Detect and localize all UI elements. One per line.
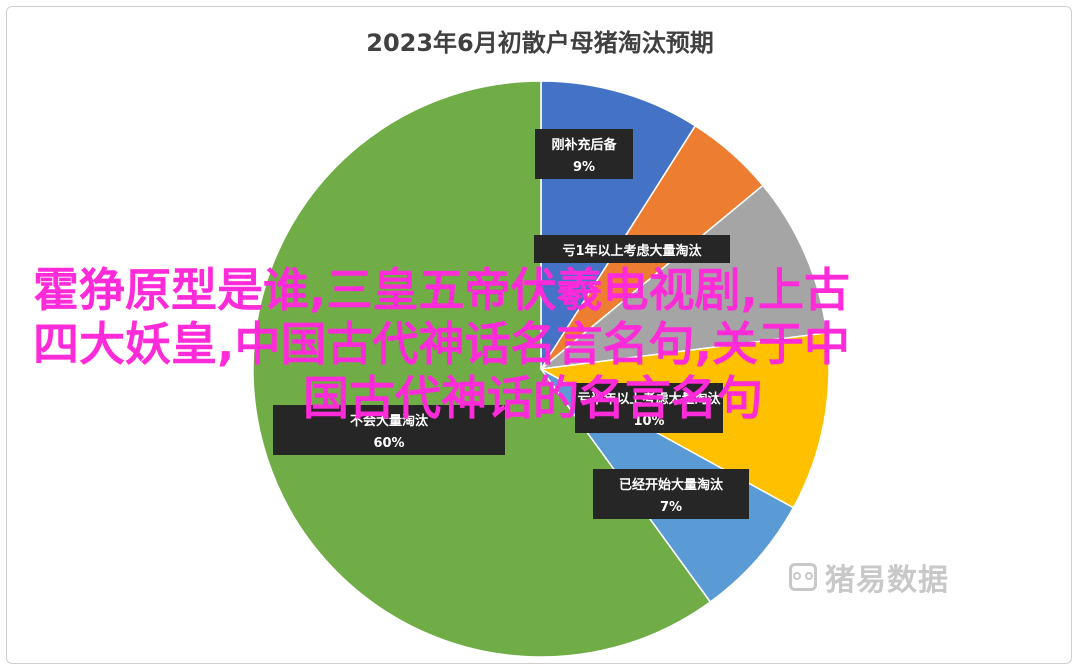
chart-frame: 2023年6月初散户母猪淘汰预期 刚补充后备 9% 亏1年以上考虑大量淘汰亏半年以上…	[6, 6, 1072, 664]
pie-label-5: 不会大量淘汰 60%	[273, 405, 505, 455]
pie-label-name-4: 已经开始大量淘汰	[619, 477, 724, 493]
pie-label-2: 亏1年以上考虑大量淘汰	[534, 235, 730, 263]
pie-label-4: 已经开始大量淘汰 7%	[593, 469, 749, 519]
overlay-line-3: 国古代神话的名言名句	[303, 371, 763, 425]
watermark-logo-icon	[789, 563, 817, 591]
pie-label-3: 亏半年以上考虑大量淘汰 10%	[575, 383, 723, 433]
pie-label-value-0: 9%	[573, 160, 595, 175]
pie-label-name-0: 刚补充后备	[551, 137, 617, 153]
pie-label-name-5: 不会大量淘汰	[350, 413, 429, 429]
pie-label-name-3: 亏半年以上考虑大量淘汰	[577, 391, 721, 407]
pie-label-value-5: 60%	[373, 436, 404, 451]
overlay-text: 霍狰原型是谁,三皇五帝伏羲电视剧,上古 四大妖皇,中国古代神话名言名句,关于中 …	[33, 263, 1071, 425]
pie-label-value-3: 10%	[633, 414, 664, 429]
pie-label-0: 刚补充后备 9%	[535, 129, 633, 179]
watermark-text: 猪易数据	[825, 563, 949, 598]
pie-slice-2	[538, 184, 828, 371]
pie-label-value-4: 7%	[660, 500, 682, 515]
chart-title: 2023年6月初散户母猪淘汰预期	[366, 29, 714, 57]
watermark: 猪易数据	[789, 555, 949, 599]
overlay-line-2: 四大妖皇,中国古代神话名言名句,关于中	[33, 317, 850, 371]
pie-label-name-2: 亏1年以上考虑大量淘汰	[562, 243, 702, 259]
overlay-line-1: 霍狰原型是谁,三皇五帝伏羲电视剧,上古	[33, 263, 850, 317]
